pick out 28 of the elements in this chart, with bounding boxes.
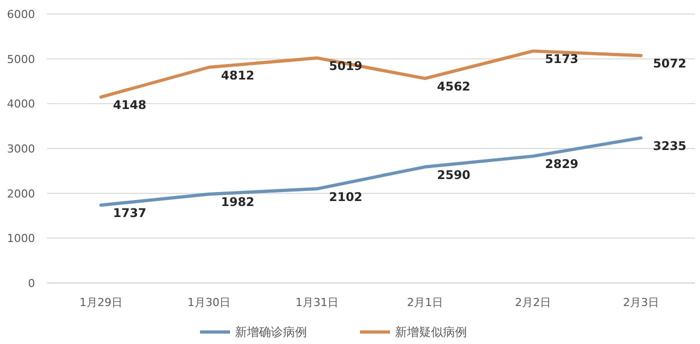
x-tick-label: 1月30日 xyxy=(188,296,230,309)
data-label: 4562 xyxy=(437,79,470,94)
y-tick-label: 1000 xyxy=(7,232,35,246)
data-label: 2590 xyxy=(437,168,470,182)
y-tick-label: 3000 xyxy=(7,142,35,156)
x-tick-label: 1月31日 xyxy=(296,296,338,309)
y-tick-label: 2000 xyxy=(7,187,35,200)
line-series xyxy=(99,49,643,99)
x-tick-label: 2月1日 xyxy=(407,296,443,309)
y-tick-label: 5000 xyxy=(7,52,35,66)
legend-label: 新增确诊病例 xyxy=(235,325,307,339)
data-label: 3235 xyxy=(653,138,686,153)
y-tick-label: 6000 xyxy=(7,8,35,21)
data-label: 4812 xyxy=(221,68,254,82)
y-tick-label: 0 xyxy=(28,277,35,290)
data-label: 1737 xyxy=(113,206,146,220)
data-label: 2829 xyxy=(545,157,578,172)
line-series xyxy=(99,136,643,207)
data-label: 5173 xyxy=(545,52,578,66)
y-tick-label: 4000 xyxy=(7,98,35,111)
x-tick-label: 1月29日 xyxy=(80,296,122,309)
legend-label: 新增疑似病例 xyxy=(395,325,467,339)
data-label: 4148 xyxy=(113,98,146,112)
data-label: 2102 xyxy=(329,190,362,204)
x-tick-label: 2月3日 xyxy=(623,296,659,309)
data-label: 1982 xyxy=(221,195,254,210)
data-label: 5072 xyxy=(653,56,686,71)
x-tick-label: 2月2日 xyxy=(515,296,551,309)
